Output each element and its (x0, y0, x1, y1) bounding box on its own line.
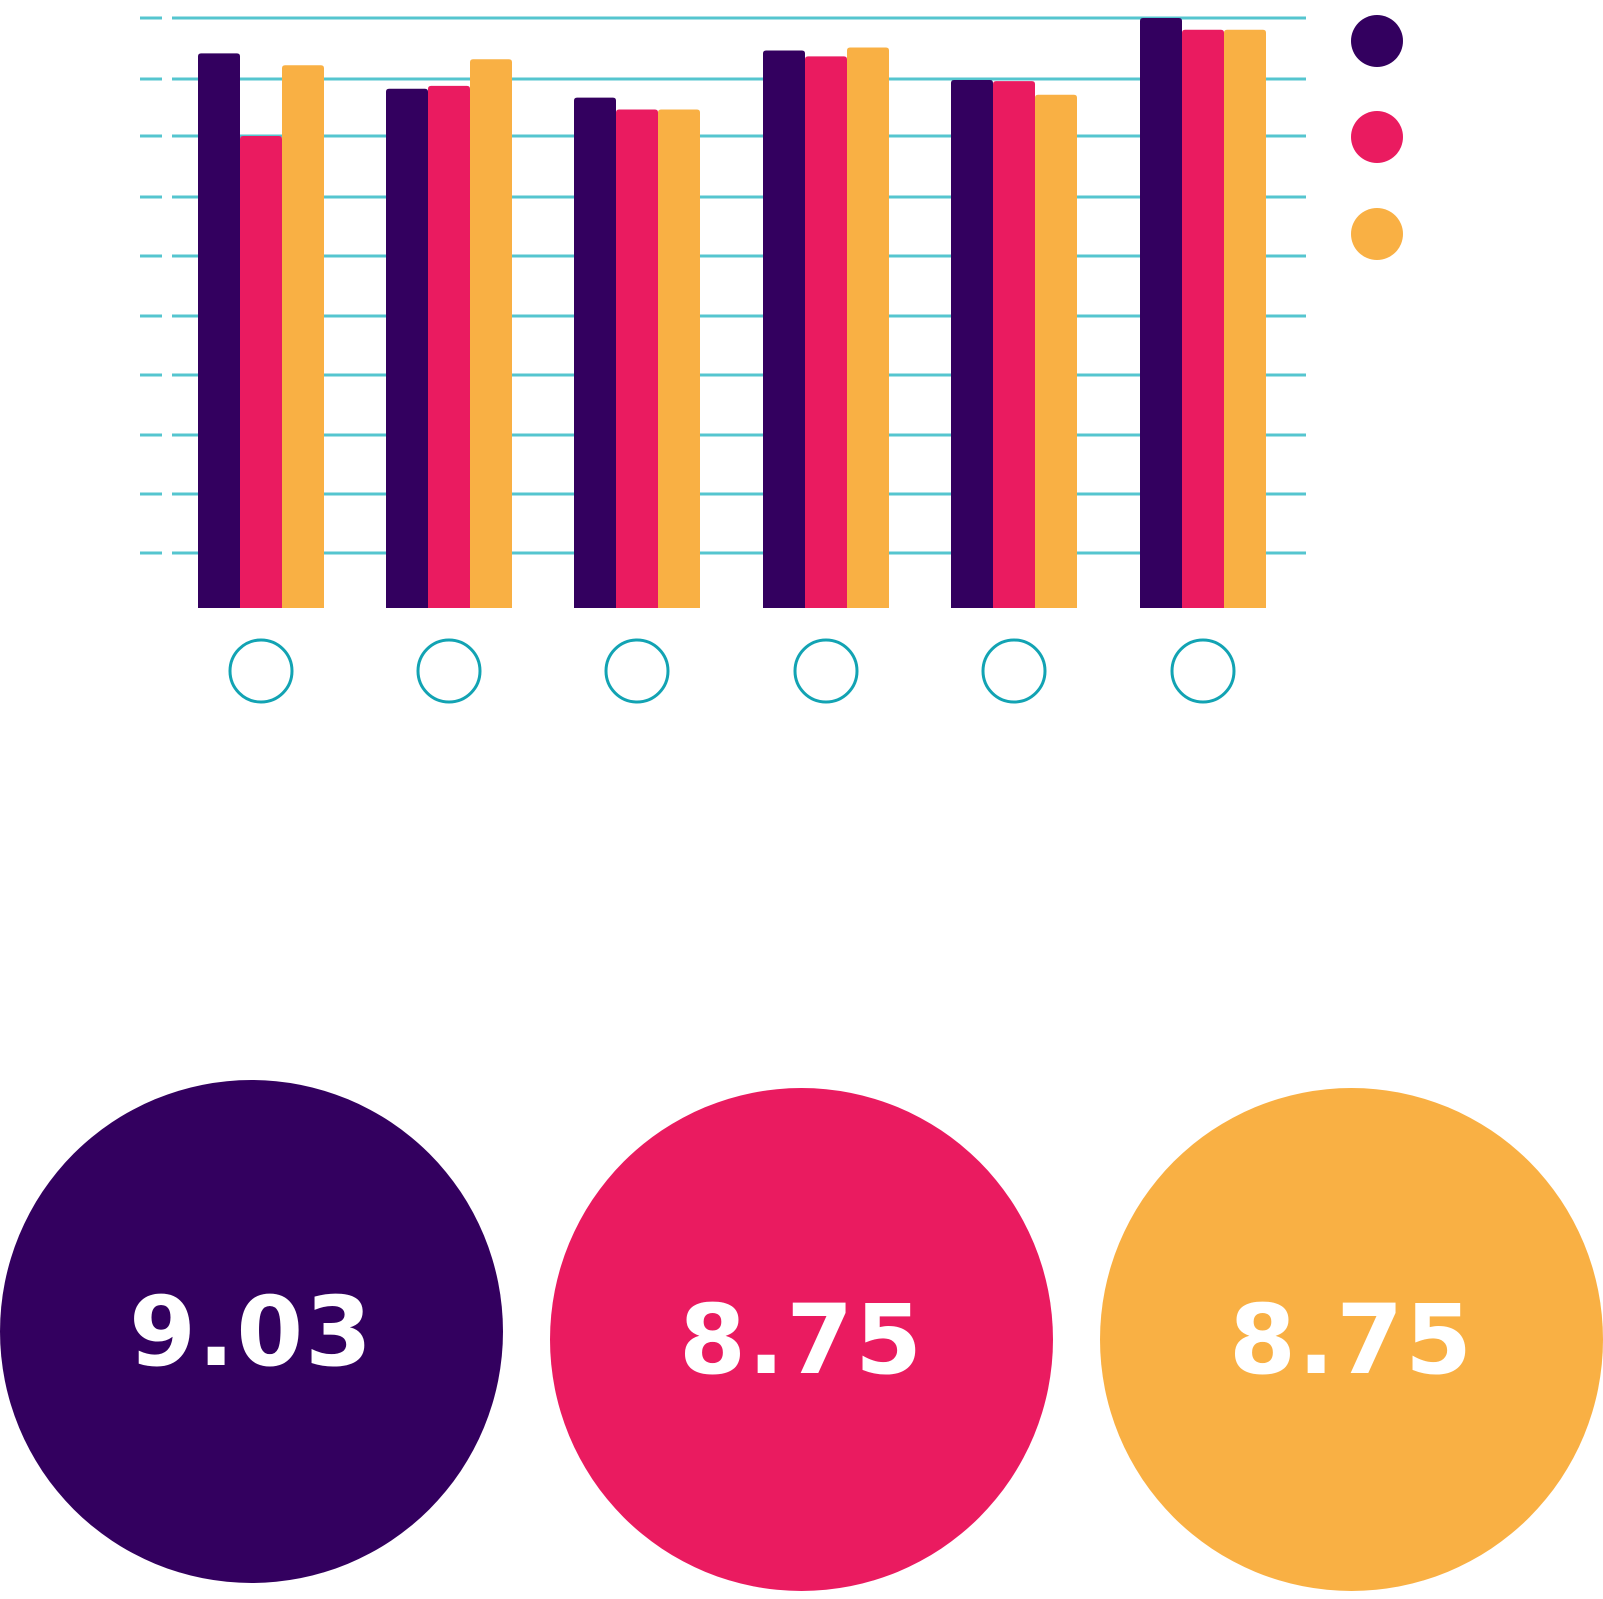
bar-series-2-cat-4 (1035, 94, 1077, 608)
category-marker-3 (793, 638, 859, 704)
legend-swatch-2 (1351, 208, 1403, 260)
bar-series-0-cat-3 (763, 50, 805, 608)
bars (198, 18, 1266, 609)
bar-series-1-cat-4 (993, 81, 1035, 608)
category-markers (228, 638, 1236, 704)
category-marker-1 (416, 638, 482, 704)
grid-lines (140, 16, 1306, 555)
stat-value-series-c: 8.75 (1229, 1283, 1474, 1396)
stat-circle-series-b: 8.75 (550, 1088, 1053, 1591)
bar-series-0-cat-0 (198, 53, 240, 608)
bar-series-0-cat-5 (1140, 18, 1182, 608)
category-marker-5 (1170, 638, 1236, 704)
category-marker-0 (228, 638, 294, 704)
bar-series-2-cat-3 (847, 47, 889, 608)
category-marker-4 (981, 638, 1047, 704)
bar-series-1-cat-0 (240, 136, 282, 608)
stat-value-series-b: 8.75 (679, 1283, 924, 1396)
bar-series-2-cat-5 (1224, 29, 1266, 609)
stat-circle-series-a: 9.03 (0, 1080, 503, 1583)
bar-series-0-cat-4 (951, 79, 993, 608)
stat-value-series-a: 9.03 (129, 1275, 374, 1388)
bar-chart (140, 15, 1403, 704)
bar-series-1-cat-3 (805, 56, 847, 609)
bar-series-0-cat-2 (574, 97, 616, 609)
legend-swatch-1 (1351, 111, 1403, 163)
bar-series-2-cat-1 (470, 59, 512, 609)
bar-series-1-cat-5 (1182, 29, 1224, 609)
legend (1351, 15, 1403, 260)
stat-circle-series-c: 8.75 (1100, 1088, 1603, 1591)
bar-series-0-cat-1 (386, 88, 428, 609)
legend-swatch-0 (1351, 15, 1403, 67)
bar-series-2-cat-2 (658, 109, 700, 608)
bar-series-1-cat-2 (616, 109, 658, 608)
category-marker-2 (604, 638, 670, 704)
bar-series-2-cat-0 (282, 65, 324, 608)
bar-series-1-cat-1 (428, 85, 470, 609)
